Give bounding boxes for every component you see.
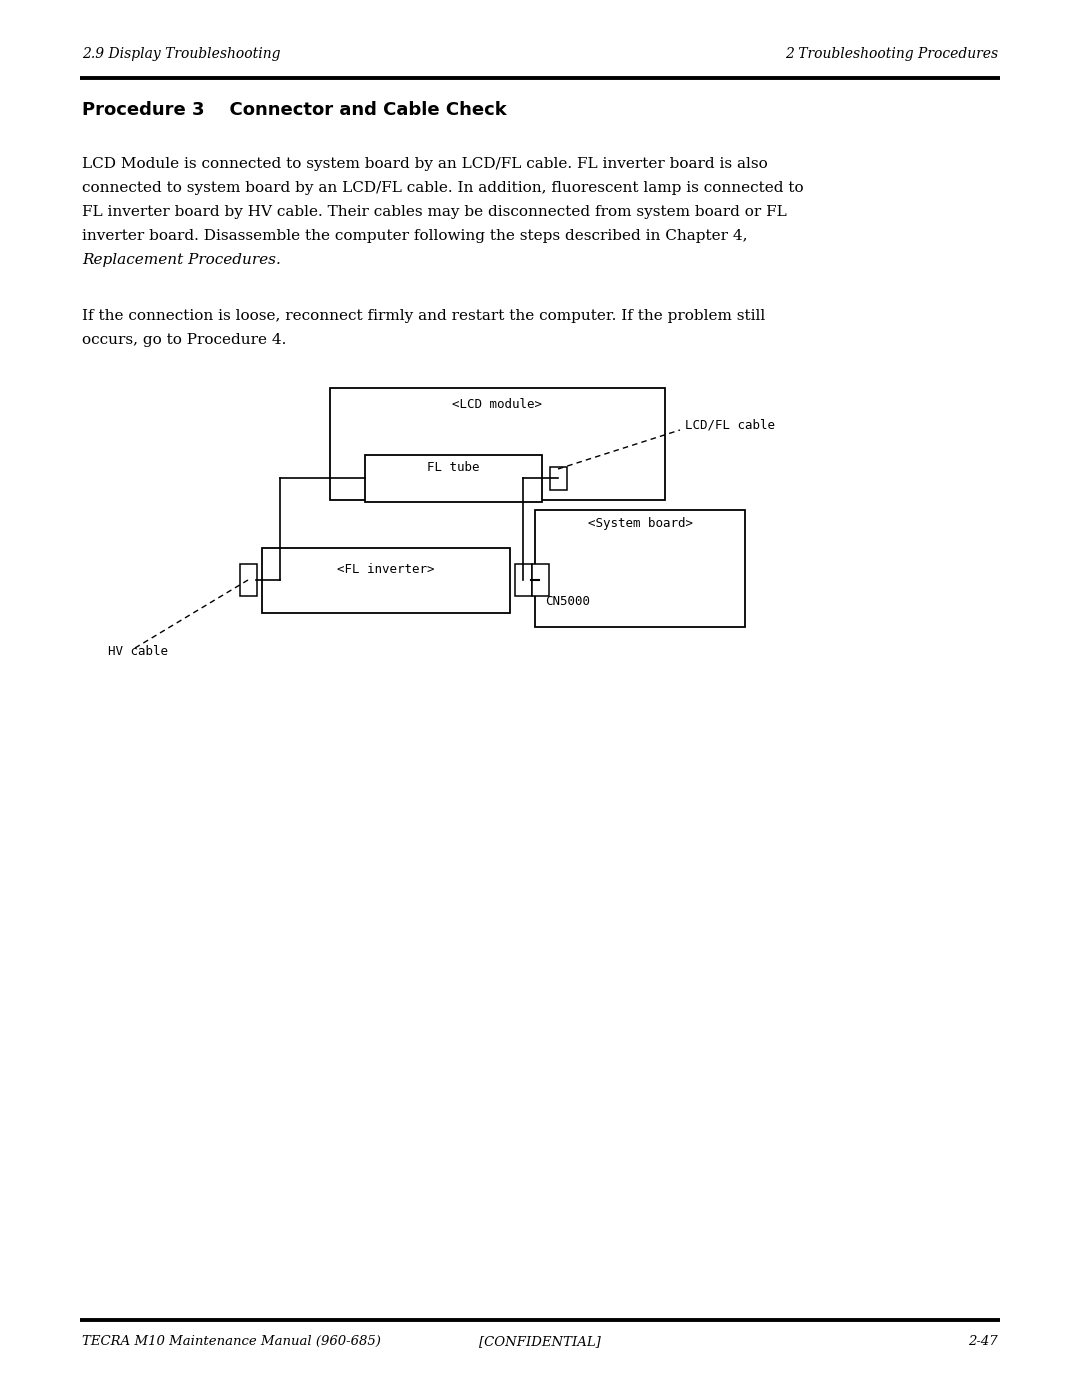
Bar	[531, 564, 549, 597]
Text: FL inverter board by HV cable. Their cables may be disconnected from system boar: FL inverter board by HV cable. Their cab…	[82, 205, 786, 219]
Text: Procedure 3    Connector and Cable Check: Procedure 3 Connector and Cable Check	[82, 101, 507, 119]
Text: connected to system board by an LCD/FL cable. In addition, fluorescent lamp is c: connected to system board by an LCD/FL c…	[82, 182, 804, 196]
Text: HV cable: HV cable	[108, 645, 168, 658]
Text: <FL inverter>: <FL inverter>	[337, 563, 435, 576]
Text: <System board>: <System board>	[588, 517, 692, 529]
Bar	[262, 548, 510, 613]
Text: LCD/FL cable: LCD/FL cable	[685, 418, 775, 432]
Text: TECRA M10 Maintenance Manual (960-685): TECRA M10 Maintenance Manual (960-685)	[82, 1336, 381, 1348]
Bar	[535, 510, 745, 627]
Text: CN5000: CN5000	[545, 595, 590, 608]
Bar	[330, 388, 665, 500]
Text: LCD Module is connected to system board by an LCD/FL cable. FL inverter board is: LCD Module is connected to system board …	[82, 156, 768, 170]
Text: Replacement Procedures.: Replacement Procedures.	[82, 253, 281, 267]
Text: occurs, go to Procedure 4.: occurs, go to Procedure 4.	[82, 332, 286, 346]
Bar	[514, 564, 531, 597]
Text: 2 Troubleshooting Procedures: 2 Troubleshooting Procedures	[785, 47, 998, 61]
Text: <LCD module>: <LCD module>	[453, 398, 542, 411]
Bar	[365, 455, 542, 502]
Text: If the connection is loose, reconnect firmly and restart the computer. If the pr: If the connection is loose, reconnect fi…	[82, 309, 766, 323]
Text: 2.9 Display Troubleshooting: 2.9 Display Troubleshooting	[82, 47, 281, 61]
Text: inverter board. Disassemble the computer following the steps described in Chapte: inverter board. Disassemble the computer…	[82, 229, 747, 243]
Bar	[240, 564, 257, 597]
Text: [CONFIDENTIAL]: [CONFIDENTIAL]	[480, 1336, 600, 1348]
Text: FL tube: FL tube	[427, 461, 480, 474]
Text: 2-47: 2-47	[969, 1336, 998, 1348]
Bar	[550, 467, 567, 489]
